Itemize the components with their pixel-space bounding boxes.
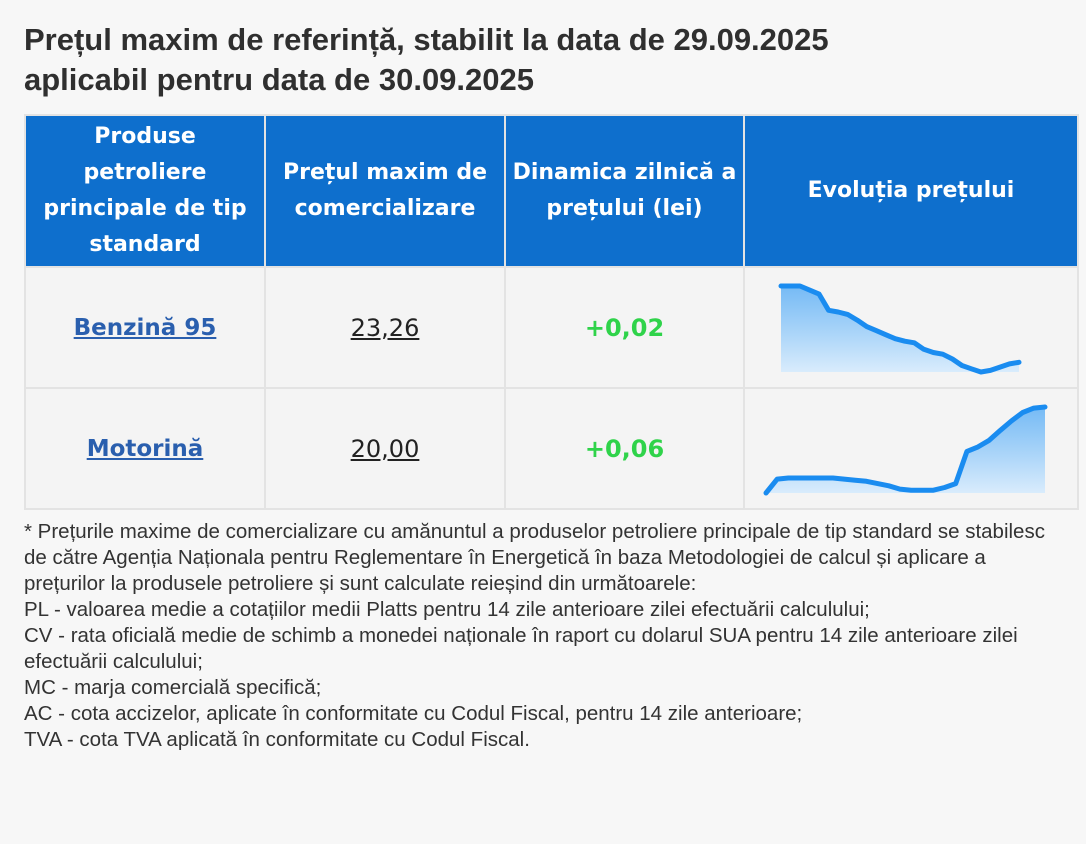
product-cell: Benzină 95 [24,266,266,389]
sparkline-area [766,406,1045,493]
footnote-item: CV - rata oficială medie de schimb a mon… [24,624,1018,673]
table-row: Motorină 20,00 +0,06 [24,387,1079,510]
price-cell: 23,26 [264,266,506,389]
trend-cell [743,387,1079,510]
footnote-item: AC - cota accizelor, aplicate în conform… [24,702,803,725]
table-header-row: Produse petroliere principale de tip sta… [24,114,1079,268]
column-header-evolution: Evoluția prețului [743,114,1079,268]
sparkline-line [778,283,1022,374]
footnote-intro: * Prețurile maxime de comercializare cu … [24,520,1045,595]
column-header-dynamics: Dinamica zilnică a prețului (lei) [504,114,745,268]
product-link-motorina[interactable]: Motorină [86,435,204,462]
delta-cell: +0,02 [504,266,745,389]
footnote-item: PL - valoarea medie a cotațiilor medii P… [24,598,870,621]
price-value[interactable]: 20,00 [350,434,420,463]
price-trend-sparkline [763,404,1048,495]
product-cell: Motorină [24,387,266,510]
delta-cell: +0,06 [504,387,745,510]
footnote-item: MC - marja comercială specifică; [24,676,322,699]
price-cell: 20,00 [264,387,506,510]
sparkline-line [763,404,1048,495]
page-title-line2: aplicabil pentru data de 30.09.2025 [24,62,535,97]
price-table: Produse petroliere principale de tip sta… [24,114,1079,510]
footnote-item: TVA - cota TVA aplicată în conformitate … [24,728,530,751]
page-title: Prețul maxim de referință, stabilit la d… [24,20,1064,100]
daily-change-value: +0,06 [584,434,665,463]
sparkline-area [781,285,1019,372]
daily-change-value: +0,02 [584,313,665,342]
column-header-price: Prețul maxim de comercializare [264,114,506,268]
table-row: Benzină 95 23,26 +0,02 [24,266,1079,389]
page-title-line1: Prețul maxim de referință, stabilit la d… [24,22,829,57]
column-header-product: Produse petroliere principale de tip sta… [24,114,266,268]
price-value[interactable]: 23,26 [350,313,420,342]
product-link-benzina-95[interactable]: Benzină 95 [73,314,217,341]
price-trend-sparkline [778,283,1022,374]
trend-cell [743,266,1079,389]
footnote: * Prețurile maxime de comercializare cu … [24,519,1069,753]
